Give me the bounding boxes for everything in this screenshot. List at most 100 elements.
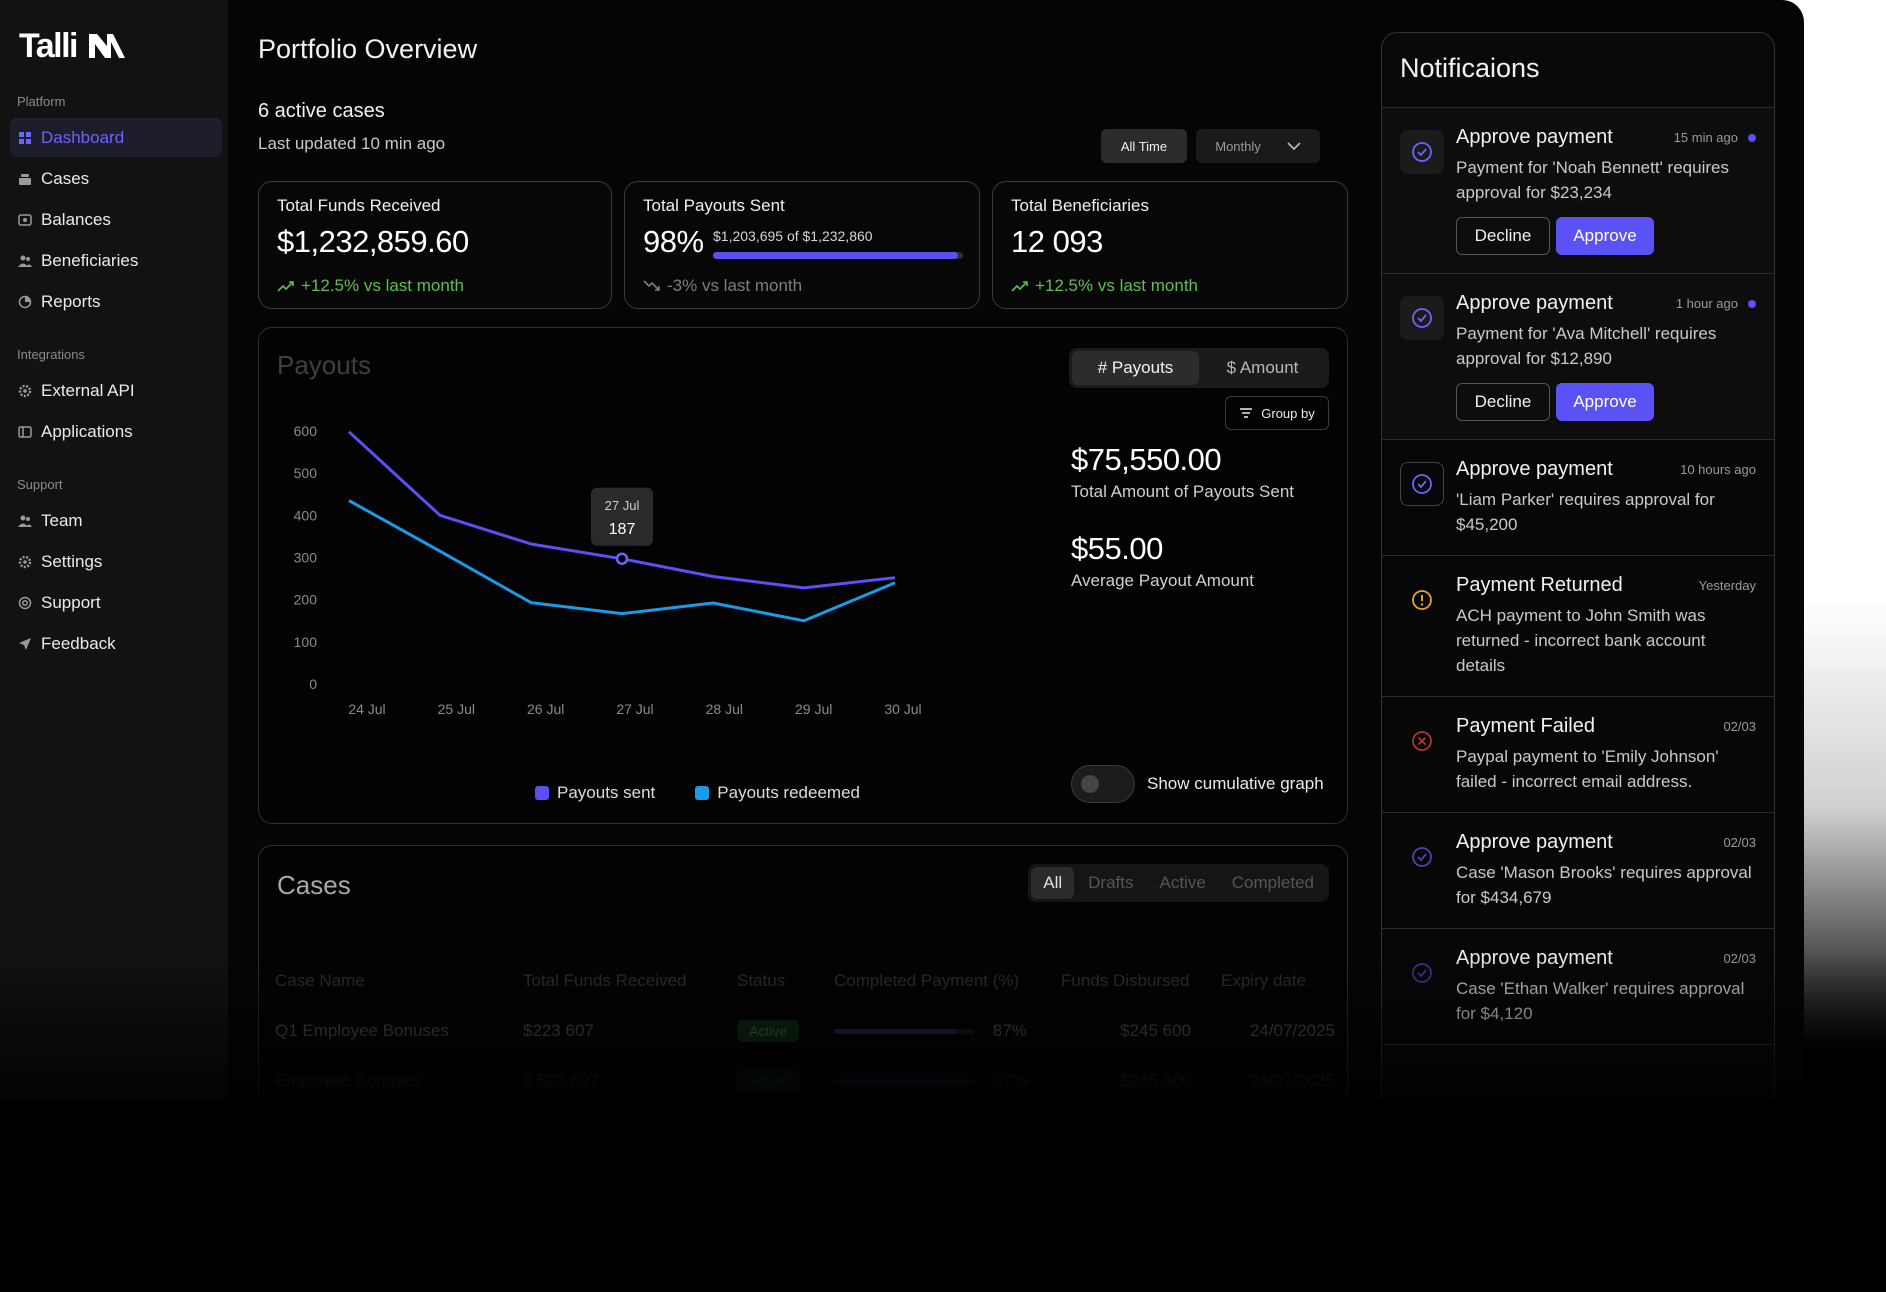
sidebar-item-feedback[interactable]: Feedback [10, 624, 222, 663]
notification-icon-box [1400, 130, 1444, 174]
table-row[interactable]: Q1 Employee Bonuses $223 607 Active 87% … [275, 1006, 1335, 1056]
notification-item[interactable]: Approve payment 1 hour ago Payment for '… [1382, 274, 1774, 440]
stat-value: 98% [643, 224, 704, 259]
notification-body: Payment for 'Ava Mitchell' requires appr… [1456, 324, 1717, 368]
tab-completed[interactable]: Completed [1231, 873, 1314, 892]
column-header[interactable]: Case Name [275, 971, 365, 990]
case-completed: 87% [834, 1071, 1061, 1091]
chart-legend: Payouts sent Payouts redeemed [535, 783, 860, 803]
notification-time-text: 1 hour ago [1675, 296, 1738, 311]
decline-button[interactable]: Decline [1456, 383, 1550, 421]
sidebar-item-cases[interactable]: Cases [10, 159, 222, 198]
sidebar-item-label: Team [41, 510, 83, 530]
y-tick-label: 100 [294, 634, 318, 650]
column-header[interactable]: Status [737, 971, 786, 990]
active-cases-count: 6 active cases [258, 100, 385, 122]
sidebar-item-label: Beneficiaries [41, 250, 139, 270]
tooltip-date: 27 Jul [605, 498, 640, 513]
stat-card-funds: Total Funds Received $1,232,859.60 +12.5… [258, 181, 612, 309]
gear-icon [18, 555, 32, 568]
case-expiry: 24/07/2025 [1249, 1071, 1335, 1090]
cases-title: Cases [277, 870, 351, 900]
users-icon [18, 255, 32, 267]
brand-mark-icon [89, 34, 125, 58]
sidebar-item-label: Support [41, 592, 101, 612]
legend-item-redeemed[interactable]: Payouts redeemed [695, 783, 860, 803]
cumulative-toggle-label: Show cumulative graph [1147, 774, 1324, 793]
toggle-payouts-count[interactable]: # Payouts [1072, 351, 1199, 385]
total-payout-amount: $75,550.00 [1071, 442, 1222, 477]
sidebar-item-balances[interactable]: Balances [10, 200, 222, 239]
stat-trend: +12.5% vs last month [1011, 276, 1198, 296]
tab-drafts[interactable]: Drafts [1088, 873, 1134, 892]
notification-body: ACH payment to John Smith was returned -… [1456, 606, 1706, 675]
notification-title: Approve payment [1456, 292, 1613, 314]
sidebar-item-label: Balances [41, 209, 111, 229]
sidebar-item-settings[interactable]: Settings [10, 542, 222, 581]
group-by-button[interactable]: Group by [1225, 396, 1329, 430]
sidebar-item-applications[interactable]: Applications [10, 412, 222, 451]
completion-bar-fill [834, 1029, 956, 1035]
notification-time: 10 hours ago [1680, 462, 1756, 477]
notification-item[interactable]: Approve payment 02/03 Case 'Ethan Walker… [1382, 929, 1774, 1045]
sidebar-item-label: Applications [41, 421, 133, 441]
toggle-payouts-amount[interactable]: $ Amount [1226, 358, 1299, 377]
grid-icon [19, 131, 31, 144]
wallet-icon [18, 213, 32, 226]
notifications-panel: Notificaions Approve payment 15 min ago … [1381, 32, 1775, 1292]
approve-button[interactable]: Approve [1556, 217, 1654, 255]
case-status: Active [737, 1070, 834, 1092]
notification-time: 02/03 [1723, 951, 1756, 966]
sidebar: Talli Platform Dashboard Cases Balances … [0, 0, 228, 1292]
legend-item-sent[interactable]: Payouts sent [535, 783, 655, 803]
cases-tabs: All Drafts Active Completed [1028, 864, 1329, 902]
notification-item[interactable]: Approve payment 02/03 Case 'Mason Brooks… [1382, 813, 1774, 929]
sidebar-item-dashboard[interactable]: Dashboard [10, 118, 222, 157]
notification-actions: Decline Approve [1456, 217, 1756, 255]
approve-button[interactable]: Approve [1556, 383, 1654, 421]
column-header[interactable]: Expiry date [1221, 971, 1307, 990]
app-window: Talli Platform Dashboard Cases Balances … [0, 0, 1804, 1292]
logo[interactable]: Talli [10, 26, 222, 66]
column-header[interactable]: Total Funds Received [523, 971, 687, 990]
notification-item[interactable]: Payment Returned Yesterday ACH payment t… [1382, 556, 1774, 697]
brand-name: Talli [19, 26, 79, 65]
notification-item[interactable]: Payment Failed 02/03 Paypal payment to '… [1382, 697, 1774, 813]
column-header[interactable]: Completed Payment (%) [834, 971, 1020, 990]
legend-swatch [535, 786, 549, 800]
cumulative-toggle[interactable] [1071, 765, 1135, 803]
notification-icon-box [1400, 835, 1444, 879]
unread-indicator [1748, 299, 1756, 308]
completion-bar-fill [834, 1079, 956, 1085]
pie-icon [18, 295, 32, 308]
nav-section-integrations: Integrations [17, 347, 85, 362]
sidebar-item-support[interactable]: Support [10, 583, 222, 622]
notification-item[interactable]: Approve payment 10 hours ago 'Liam Parke… [1382, 440, 1774, 556]
stat-card-beneficiaries: Total Beneficiaries 12 093 +12.5% vs las… [992, 181, 1348, 309]
case-disbursed: $245 600 [1120, 1021, 1191, 1040]
sidebar-item-external-api[interactable]: External API [10, 371, 222, 410]
legend-swatch [695, 786, 710, 800]
column-header[interactable]: Funds Disbursed [1061, 971, 1190, 990]
decline-button[interactable]: Decline [1456, 217, 1550, 255]
table-row[interactable]: Employee Bonuses $ 523 607 Active 87% $2… [275, 1056, 1335, 1106]
send-icon [19, 637, 31, 650]
sidebar-item-beneficiaries[interactable]: Beneficiaries [10, 241, 222, 280]
sidebar-item-reports[interactable]: Reports [10, 282, 222, 321]
case-funds: $223 607 [523, 1021, 594, 1040]
notification-title: Approve payment [1456, 126, 1613, 148]
last-updated: Last updated 10 min ago [258, 134, 446, 153]
payout-progress-sub: $1,203,695 of $1,232,860 [713, 228, 873, 244]
notification-item[interactable]: Approve payment 15 min ago Payment for '… [1382, 108, 1774, 274]
filter-all-time-button[interactable]: All Time [1101, 129, 1187, 163]
period-select[interactable]: Monthly [1196, 129, 1320, 163]
bottom-backdrop [0, 1100, 1886, 1292]
notification-icon-box [1400, 296, 1444, 340]
payouts-line-chart: 0 100 200 300 400 500 600 24 Jul 25 Jul 26 Jul 27 … [294, 423, 922, 717]
y-tick-label: 600 [294, 423, 318, 439]
sidebar-item-team[interactable]: Team [10, 501, 222, 540]
sidebar-item-label: Cases [41, 168, 90, 188]
tab-all[interactable]: All [1031, 867, 1075, 899]
case-name: Q1 Employee Bonuses [275, 1021, 449, 1040]
tab-active[interactable]: Active [1159, 873, 1206, 892]
